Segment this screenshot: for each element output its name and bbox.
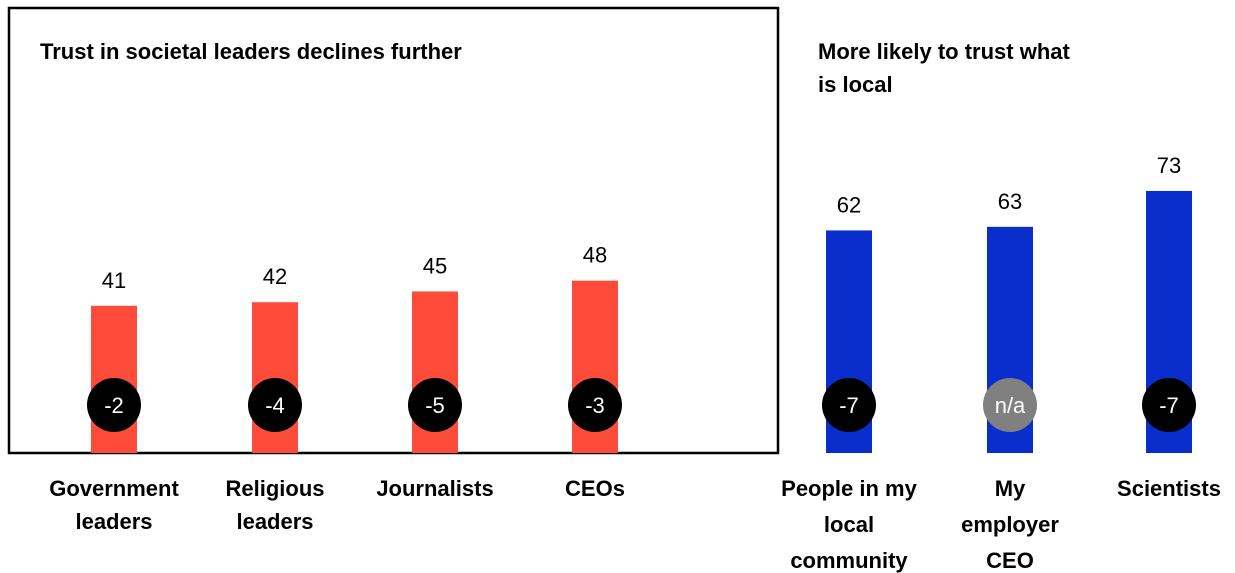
left-value-label: 41 (102, 268, 126, 293)
right-chart-title-line: is local (818, 72, 893, 97)
right-chart-title: More likely to trust what is local (818, 39, 1070, 97)
left-category-label: Government leaders (49, 476, 179, 534)
left-change-label: -2 (104, 393, 124, 418)
right-category-label-line: community (790, 548, 908, 573)
left-change-badge (568, 378, 622, 432)
left-change-badge (87, 378, 141, 432)
left-change-label: -4 (265, 393, 285, 418)
right-change-badge (983, 378, 1037, 432)
left-change-label: -3 (585, 393, 605, 418)
right-change-label: n/a (995, 393, 1026, 418)
right-change-badge (822, 378, 876, 432)
right-category-label: My employer CEO (961, 476, 1059, 573)
left-category-label: Religious leaders (225, 476, 324, 534)
right-change-label: -7 (839, 393, 859, 418)
left-category-label-line: leaders (75, 509, 152, 534)
left-chart-title: Trust in societal leaders declines furth… (40, 39, 462, 64)
right-category-label: People in my local community (781, 476, 917, 573)
left-chart-frame (7, 6, 780, 455)
right-value-label: 62 (837, 192, 861, 217)
left-change-label: -5 (425, 393, 445, 418)
right-category-label-line: local (824, 512, 874, 537)
left-category-label-line: Religious (225, 476, 324, 501)
right-category-label-line: People in my (781, 476, 917, 501)
left-category-label-line: CEOs (565, 476, 625, 501)
left-category-label: CEOs (565, 476, 625, 501)
right-value-label: 73 (1157, 153, 1181, 178)
left-value-label: 42 (263, 264, 287, 289)
left-value-label: 48 (583, 243, 607, 268)
left-category-label-line: Journalists (376, 476, 493, 501)
right-category-label: Scientists (1117, 476, 1221, 501)
right-chart-title-line: More likely to trust what (818, 39, 1070, 64)
left-category-label-line: leaders (236, 509, 313, 534)
right-category-label-line: My (995, 476, 1026, 501)
left-change-badge (408, 378, 462, 432)
left-value-label: 45 (423, 253, 447, 278)
left-category-label: Journalists (376, 476, 493, 501)
left-category-label-line: Government (49, 476, 179, 501)
right-category-label-line: CEO (986, 548, 1034, 573)
right-value-label: 63 (998, 189, 1022, 214)
left-change-badge (248, 378, 302, 432)
right-category-label-line: Scientists (1117, 476, 1221, 501)
right-change-label: -7 (1159, 393, 1179, 418)
right-change-badge (1142, 378, 1196, 432)
right-category-label-line: employer (961, 512, 1059, 537)
